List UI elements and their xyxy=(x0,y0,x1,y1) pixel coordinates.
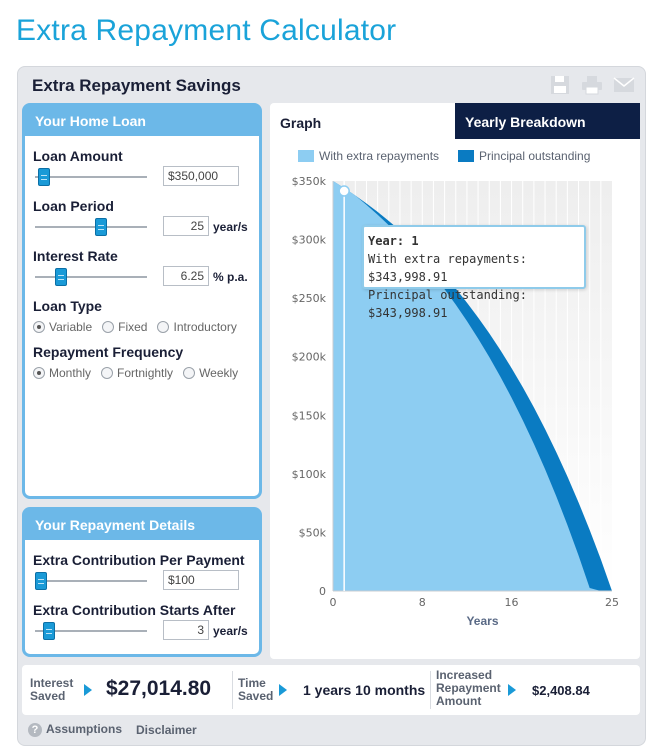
tooltip-year: Year: 1 xyxy=(368,234,419,248)
loan-amount-slider-thumb[interactable] xyxy=(38,168,50,186)
interest-rate-input[interactable] xyxy=(163,266,209,286)
loan-period-input[interactable] xyxy=(163,216,209,236)
starts-after-slider-thumb[interactable] xyxy=(43,622,55,640)
extra-contribution-slider-thumb[interactable] xyxy=(35,572,47,590)
y-tick-label: $150k xyxy=(292,409,327,422)
loan-type-options: Variable Fixed Introductory xyxy=(33,320,237,334)
starts-after-unit: year/s xyxy=(213,624,248,638)
extra-contribution-input[interactable] xyxy=(163,570,239,590)
y-tick-label: $50k xyxy=(299,526,327,539)
repayment-details-header: Your Repayment Details xyxy=(25,510,259,540)
interest-saved-value: $27,014.80 xyxy=(106,677,212,700)
footer-links: ? Assumptions Disclaimer xyxy=(28,722,197,737)
save-icon[interactable] xyxy=(549,75,571,95)
loan-type-label: Loan Type xyxy=(33,298,102,314)
savings-summary: Interest Saved $27,014.80 Time Saved 1 yea… xyxy=(22,665,640,715)
print-icon[interactable] xyxy=(581,75,603,95)
legend-swatch xyxy=(298,150,314,162)
tooltip-extra: With extra repayments: $343,998.91 xyxy=(368,252,527,284)
legend-item-principal[interactable]: Principal outstanding xyxy=(458,149,590,163)
legend-item-extra[interactable]: With extra repayments xyxy=(298,149,439,163)
time-saved-label: Time Saved xyxy=(238,676,274,703)
increased-repayment-label: Increased Repayment Amount xyxy=(436,668,501,708)
starts-after-label: Extra Contribution Starts After xyxy=(33,602,236,618)
email-icon[interactable] xyxy=(613,75,635,95)
loan-type-variable[interactable]: Variable xyxy=(33,320,92,334)
y-tick-label: $250k xyxy=(292,292,327,305)
home-loan-header: Your Home Loan xyxy=(25,106,259,136)
loan-amount-input[interactable] xyxy=(163,166,239,186)
y-tick-label: $200k xyxy=(292,351,327,364)
radio-icon[interactable] xyxy=(157,321,170,333)
toolbar xyxy=(549,75,635,95)
legend-swatch xyxy=(458,150,474,162)
frequency-monthly[interactable]: Monthly xyxy=(33,366,91,380)
frequency-fortnightly[interactable]: Fortnightly xyxy=(101,366,173,380)
loan-period-label: Loan Period xyxy=(33,198,114,214)
graph-panel: Graph Yearly Breakdown With extra repaym… xyxy=(270,103,640,659)
loan-period-unit: year/s xyxy=(213,220,248,234)
y-tick-label: $350k xyxy=(292,175,327,188)
loan-type-introductory[interactable]: Introductory xyxy=(157,320,237,334)
repayment-frequency-options: Monthly Fortnightly Weekly xyxy=(33,366,238,380)
frequency-weekly[interactable]: Weekly xyxy=(183,366,238,380)
starts-after-slider[interactable] xyxy=(35,622,147,640)
tab-graph[interactable]: Graph xyxy=(280,115,322,131)
help-icon: ? xyxy=(28,723,42,737)
repayment-frequency-label: Repayment Frequency xyxy=(33,344,184,360)
tab-yearly-breakdown[interactable]: Yearly Breakdown xyxy=(455,103,640,139)
loan-period-slider[interactable] xyxy=(35,218,147,236)
x-axis-label: Years xyxy=(466,614,498,628)
x-tick-label: 25 xyxy=(605,596,619,609)
disclaimer-link[interactable]: Disclaimer xyxy=(136,722,197,737)
radio-icon[interactable] xyxy=(101,367,114,379)
divider xyxy=(430,671,431,709)
interest-saved-label: Interest Saved xyxy=(30,676,74,703)
y-tick-label: $100k xyxy=(292,468,327,481)
extra-contribution-slider[interactable] xyxy=(35,572,147,590)
radio-icon[interactable] xyxy=(183,367,196,379)
increased-repayment-value: $2,408.84 xyxy=(532,683,590,698)
arrow-right-icon xyxy=(279,684,287,696)
home-loan-panel: Your Home Loan Loan Amount Loan Period y… xyxy=(22,103,262,499)
y-tick-label: $300k xyxy=(292,234,327,247)
loan-period-slider-thumb[interactable] xyxy=(95,218,107,236)
loan-amount-slider[interactable] xyxy=(35,168,147,186)
savings-title: Extra Repayment Savings xyxy=(32,76,241,95)
interest-rate-label: Interest Rate xyxy=(33,248,118,264)
radio-icon[interactable] xyxy=(102,321,115,333)
divider xyxy=(232,671,233,709)
x-tick-label: 0 xyxy=(330,596,337,609)
savings-container: Extra Repayment Savings Your Home Loan L… xyxy=(17,66,646,746)
assumptions-link[interactable]: ? Assumptions xyxy=(28,722,122,737)
x-tick-label: 8 xyxy=(419,596,426,609)
repayment-details-panel: Your Repayment Details Extra Contributio… xyxy=(22,507,262,657)
interest-rate-unit: % p.a. xyxy=(213,270,248,284)
interest-rate-slider[interactable] xyxy=(35,268,147,286)
loan-type-fixed[interactable]: Fixed xyxy=(102,320,147,334)
arrow-right-icon xyxy=(508,684,516,696)
page-title: Extra Repayment Calculator xyxy=(16,14,397,47)
radio-icon[interactable] xyxy=(33,321,45,333)
extra-contribution-label: Extra Contribution Per Payment xyxy=(33,552,245,568)
loan-amount-label: Loan Amount xyxy=(33,148,123,164)
y-tick-label: 0 xyxy=(319,585,326,598)
x-tick-label: 16 xyxy=(505,596,519,609)
tooltip-principal: Principal outstanding: $343,998.91 xyxy=(368,288,527,320)
arrow-right-icon xyxy=(84,684,92,696)
chart-tooltip: Year: 1 With extra repayments: $343,998.… xyxy=(362,225,586,320)
interest-rate-slider-thumb[interactable] xyxy=(55,268,67,286)
radio-icon[interactable] xyxy=(33,367,45,379)
hover-marker xyxy=(338,185,350,197)
starts-after-input[interactable] xyxy=(163,620,209,640)
time-saved-value: 1 years 10 months xyxy=(303,682,426,698)
